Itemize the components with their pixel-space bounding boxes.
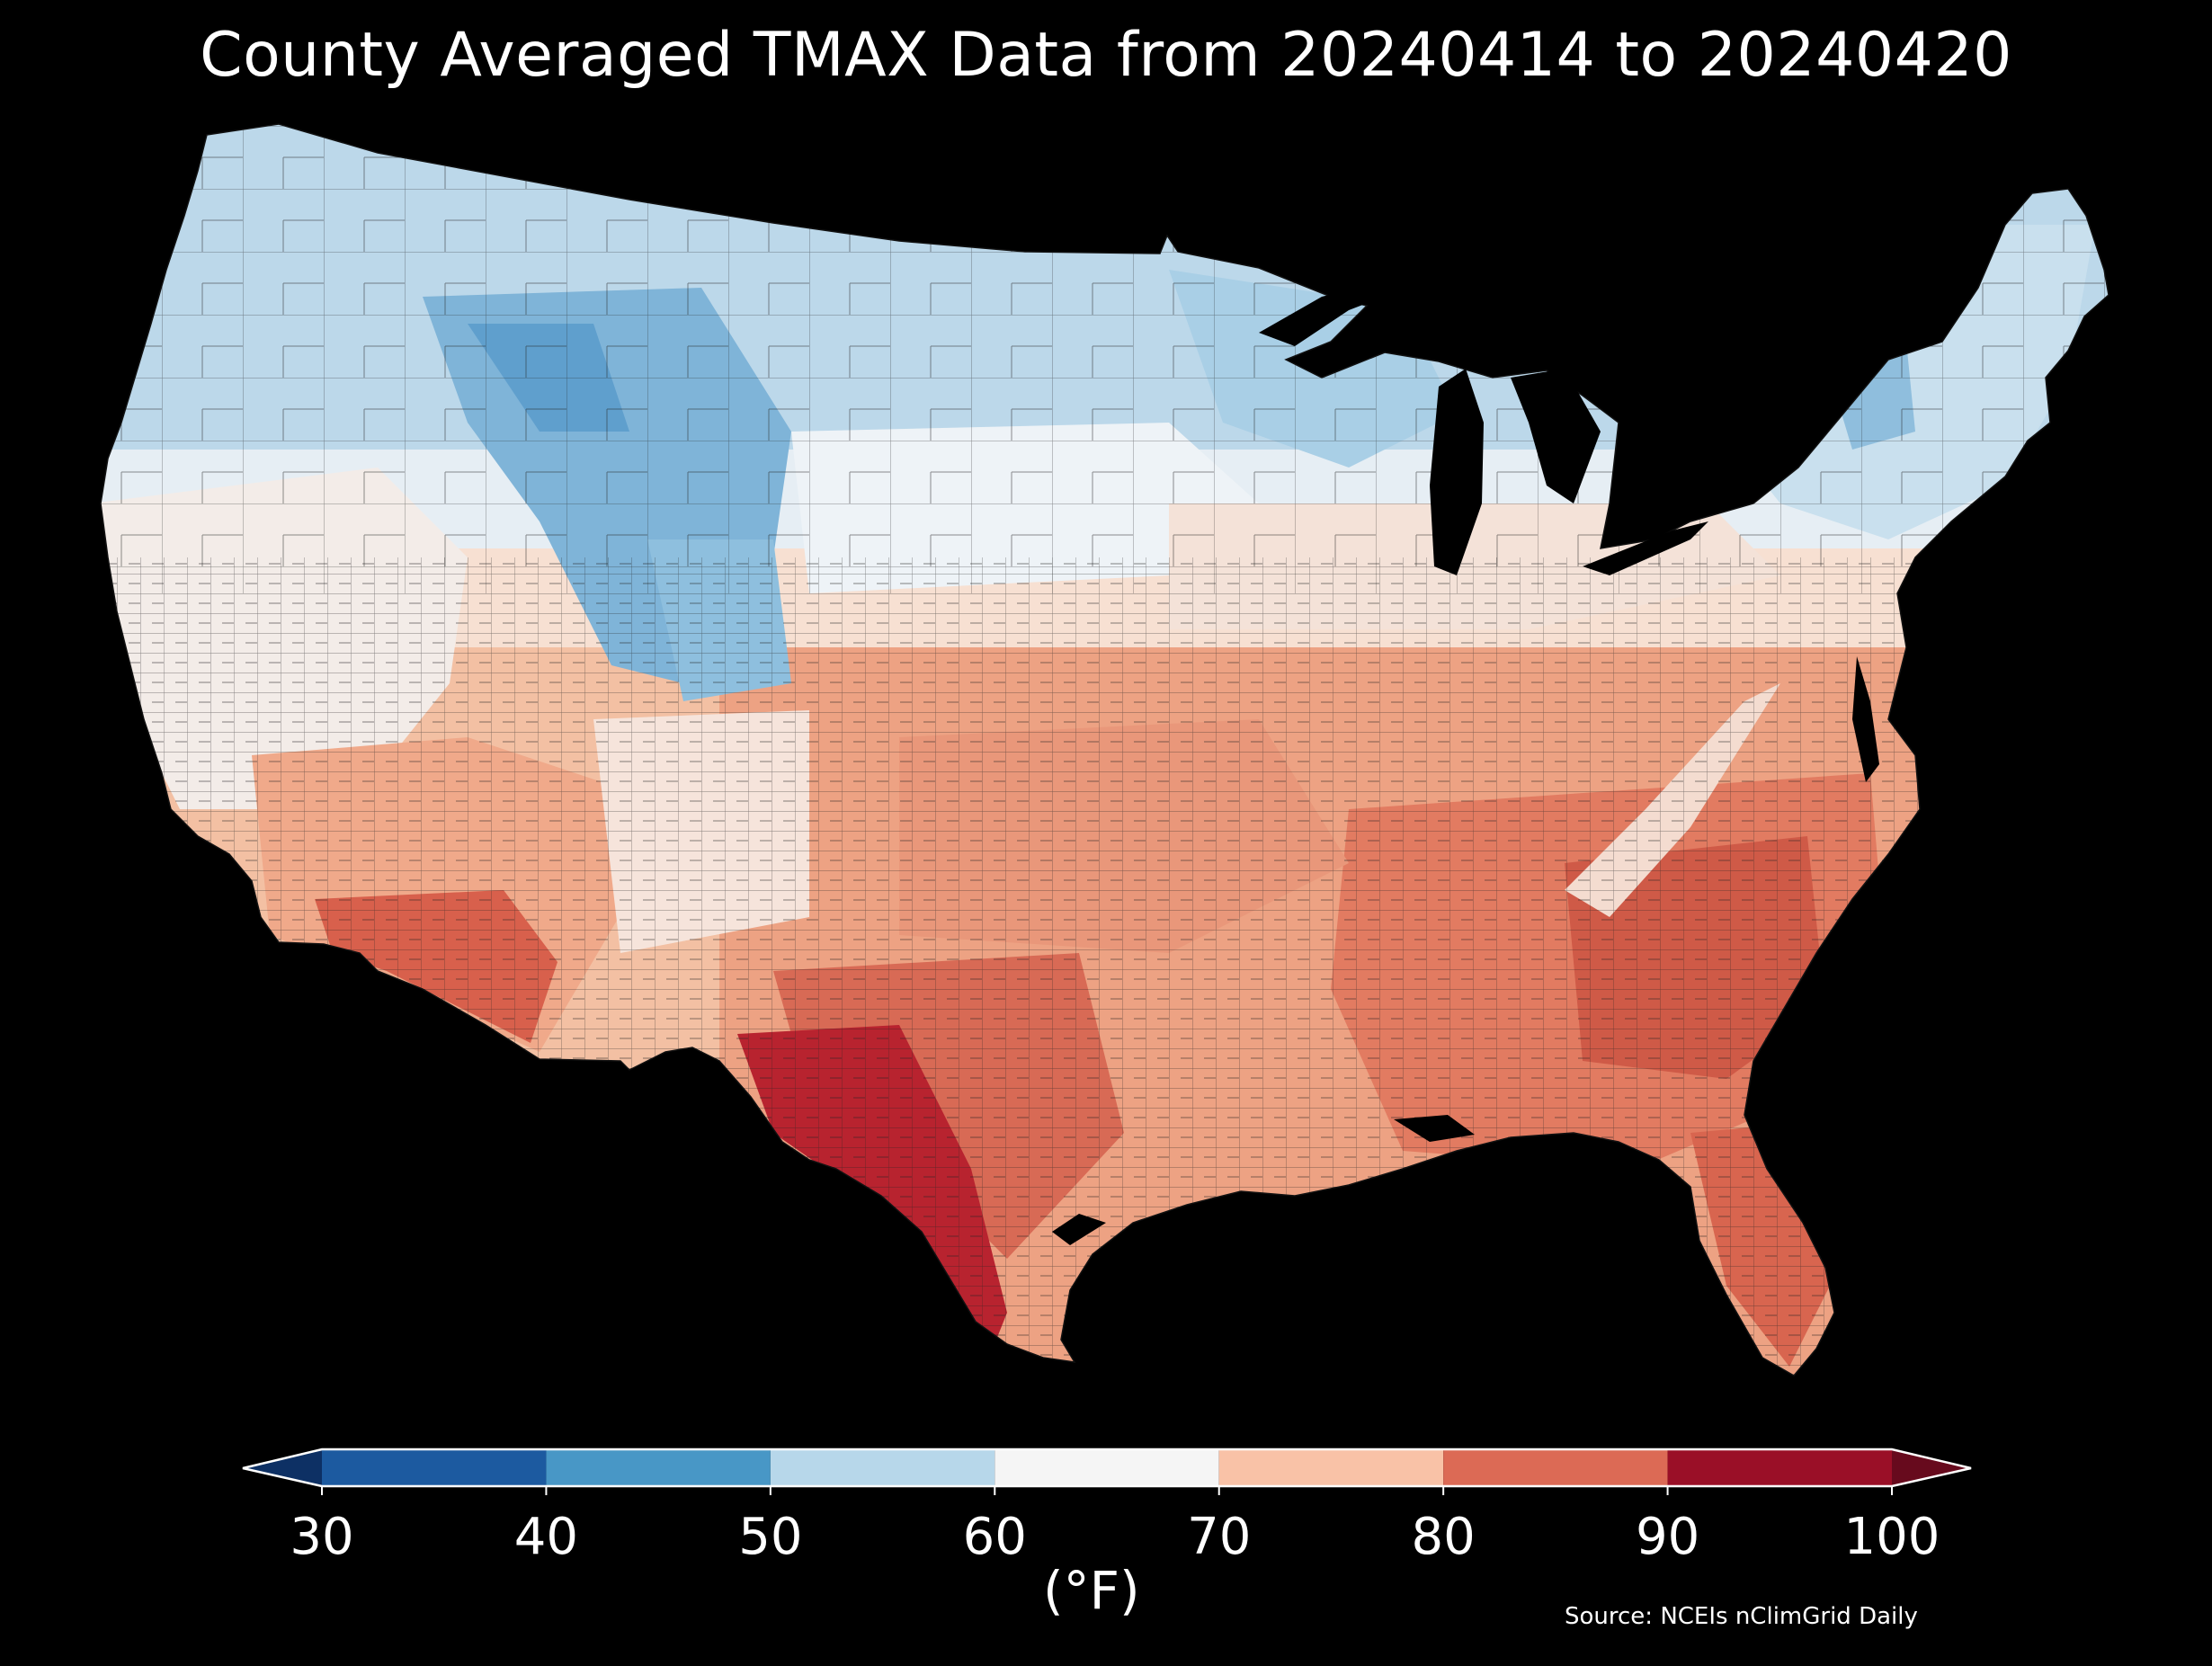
colorbar-under-arrow — [243, 1449, 322, 1486]
colorbar-tick-label-30: 30 — [290, 1508, 353, 1566]
coastal-inlets — [1052, 656, 1879, 1245]
source-credit: Source: NCEIs nClimGrid Daily — [1565, 1603, 1918, 1630]
colorbar-bin-40-50 — [546, 1449, 771, 1486]
colorbar-over-arrow — [1892, 1449, 1971, 1486]
colorbar-bin-30-40 — [322, 1449, 547, 1486]
lake-michigan — [1430, 369, 1484, 575]
colorbar-bin-90-100 — [1667, 1449, 1892, 1486]
colorbar-tick-label-40: 40 — [514, 1508, 578, 1566]
colorbar-tick-label-60: 60 — [963, 1508, 1027, 1566]
colorbar-tick-label-90: 90 — [1636, 1508, 1699, 1566]
colorbar-unit-label: (°F) — [1043, 1560, 1140, 1621]
colorbar-bin-50-60 — [770, 1449, 995, 1486]
colorbar-bin-70-80 — [1218, 1449, 1444, 1486]
colorbar-bin-80-90 — [1443, 1449, 1668, 1486]
colorbar-bin-60-70 — [995, 1449, 1219, 1486]
lake-erie — [1583, 521, 1708, 575]
colorbar-tick-label-80: 80 — [1412, 1508, 1476, 1566]
lake-huron — [1511, 369, 1601, 503]
colorbar-tick-label-70: 70 — [1187, 1508, 1251, 1566]
map-title: County Averaged TMAX Data from 20240414 … — [200, 20, 2012, 91]
colorbar-tick-label-100: 100 — [1844, 1508, 1940, 1566]
lake-superior — [1259, 283, 1403, 346]
colorbar-tick-label-50: 50 — [738, 1508, 802, 1566]
great-lakes — [1259, 283, 1708, 575]
